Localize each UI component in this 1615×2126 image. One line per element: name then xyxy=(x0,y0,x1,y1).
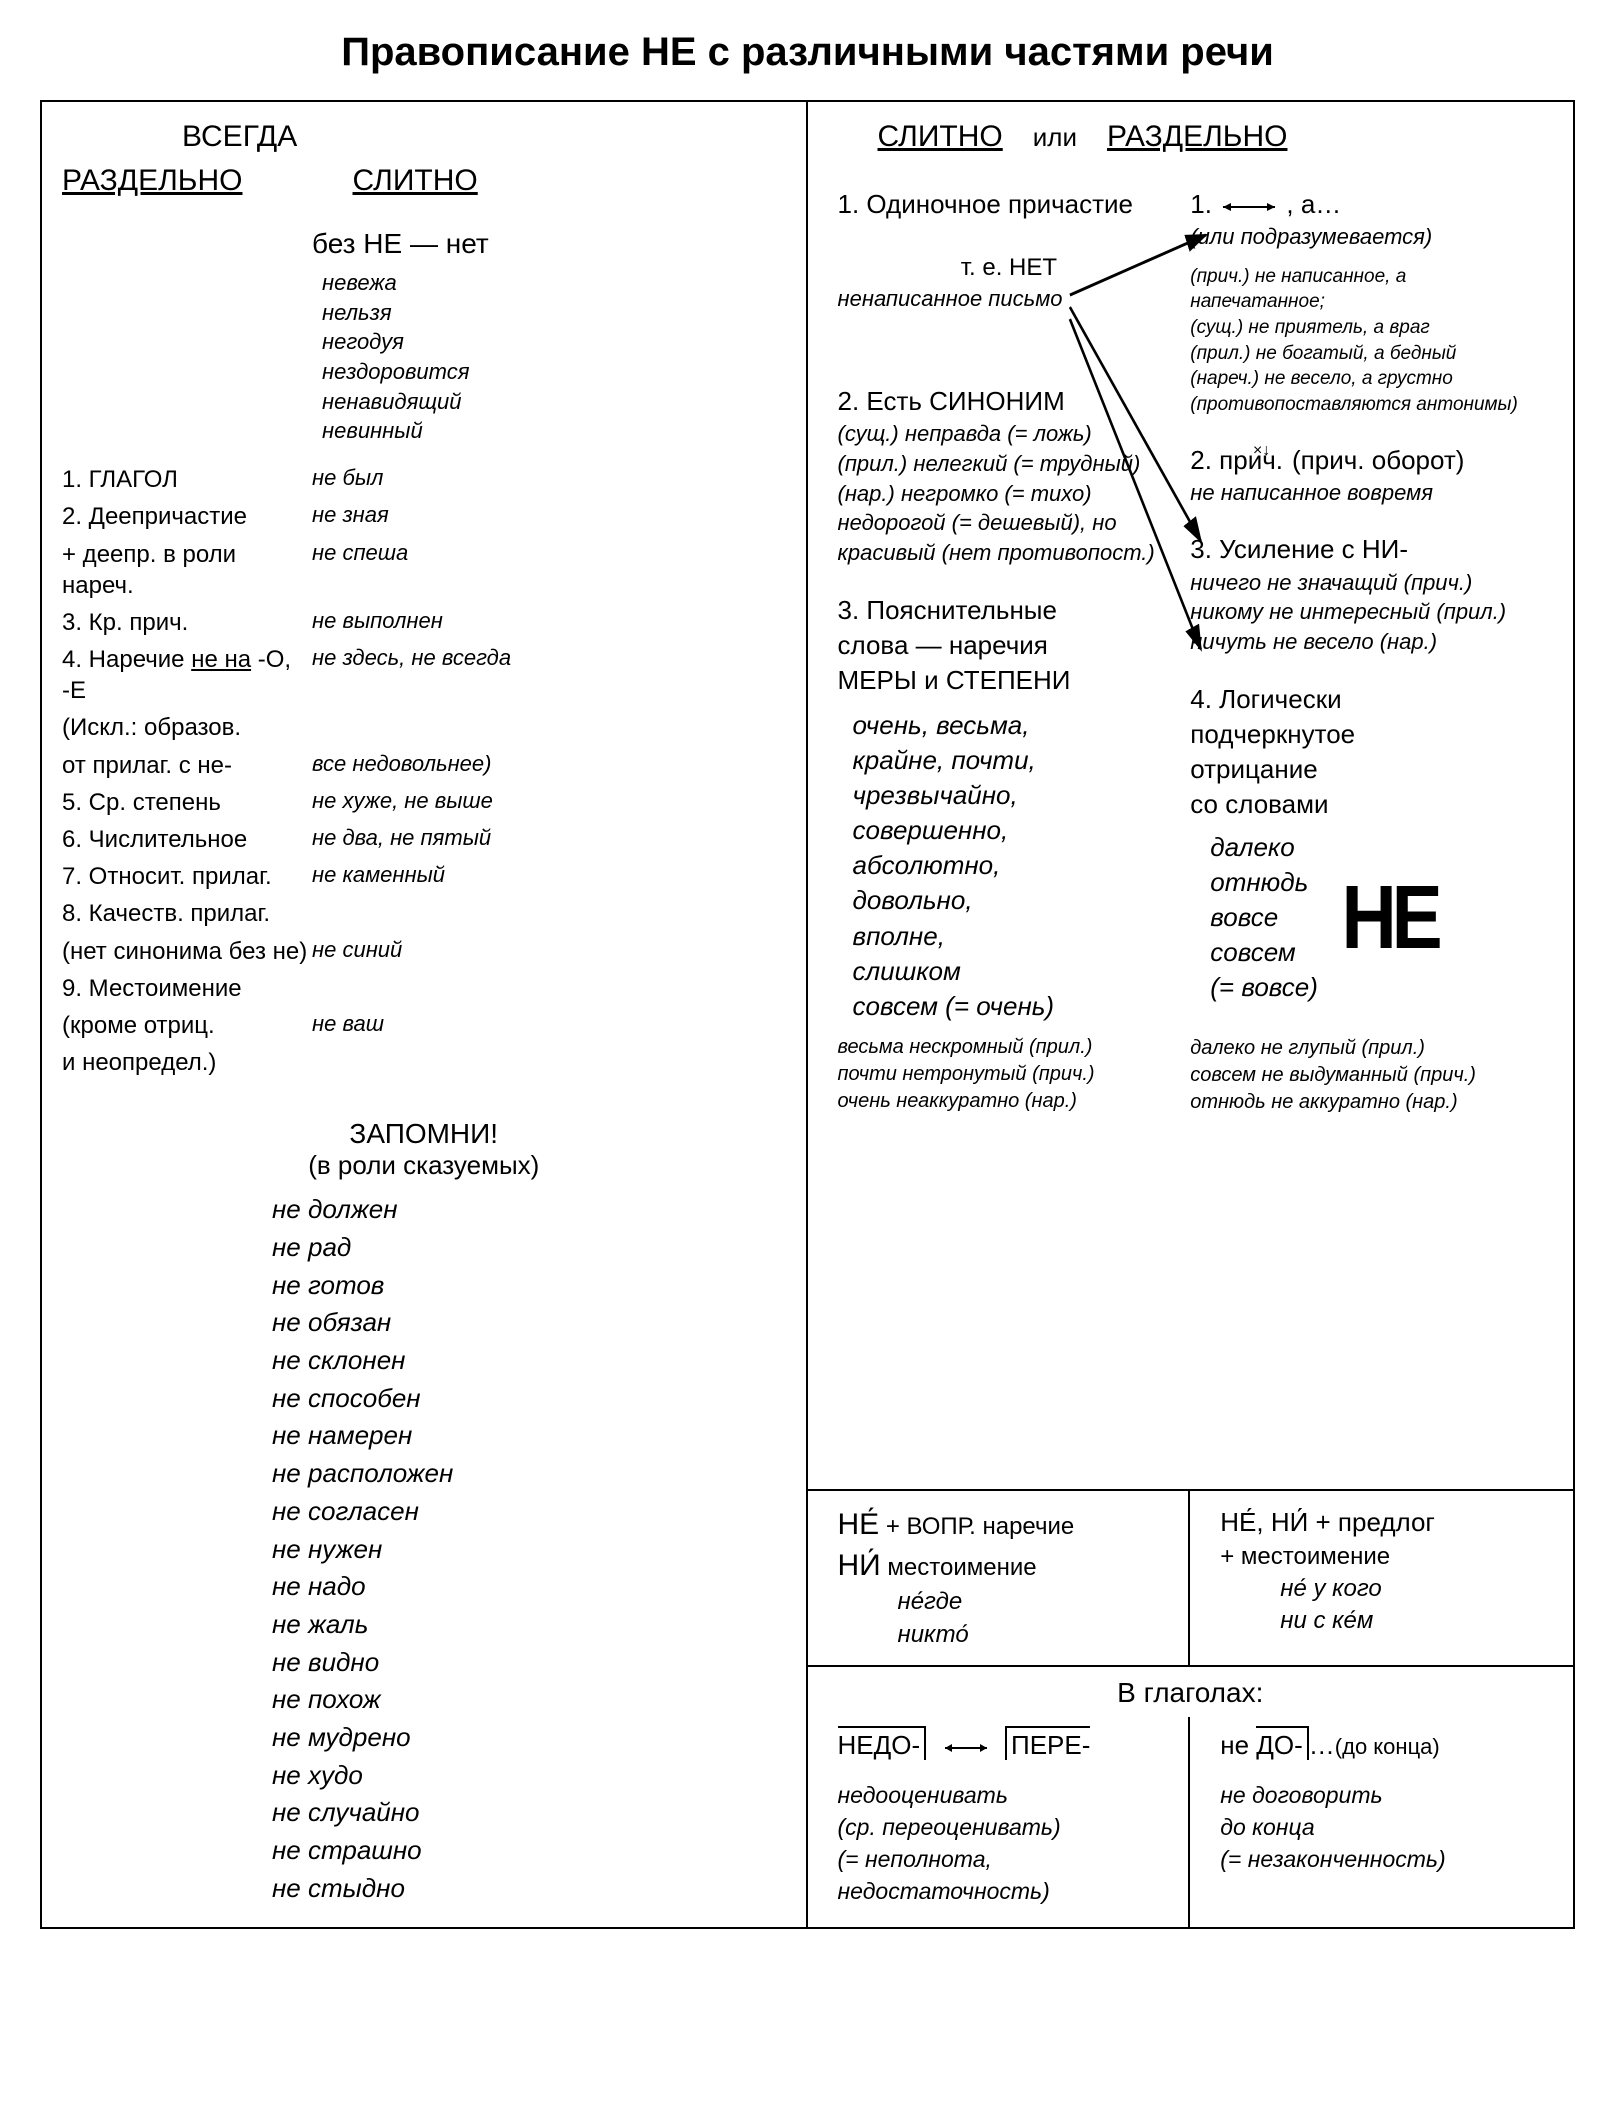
remember-list: не долженне радне готовне обязанне склон… xyxy=(272,1191,786,1907)
mid-left-line1: + ВОПР. наречие xyxy=(886,1513,1074,1540)
mid-box-left: НЕ́ + ВОПР. наречие НИ́ местоимение не́г… xyxy=(808,1491,1191,1665)
remember-title: ЗАПОМНИ! xyxy=(62,1118,786,1150)
right-col-together: 1. Одиночное причастие т. е. НЕТ ненапис… xyxy=(838,169,1191,1469)
verb-box-right: не ДО-…(до конца) не договоритьдо конца(… xyxy=(1190,1717,1573,1927)
mid-right-line2: + местоимение xyxy=(1220,1541,1553,1573)
rr-item2-ex: не написанное вовремя xyxy=(1190,478,1533,508)
rr-item1-head: 1. , а… xyxy=(1190,187,1533,222)
verbs-title: В глаголах: xyxy=(808,1667,1574,1717)
rr-item4-head: 4. Логически подчеркнутое отрицание со с… xyxy=(1190,682,1533,822)
verb-left-examples: недооценивать(ср. переоценивать)(= непол… xyxy=(838,1779,1169,1908)
right-top-grid: 1. Одиночное причастие т. е. НЕТ ненапис… xyxy=(808,169,1574,1489)
bez-ne-label: без НЕ — нет xyxy=(312,228,786,260)
always-label: ВСЕГДА xyxy=(182,120,786,154)
right-header-separate: РАЗДЕЛЬНО xyxy=(1107,120,1288,154)
mid-left-ne: НЕ́ xyxy=(838,1508,880,1541)
mid-left-line2: местоимение xyxy=(887,1554,1036,1581)
verb-right-examples: не договоритьдо конца(= незаконченность) xyxy=(1220,1779,1553,1876)
content-frame: ВСЕГДА РАЗДЕЛЬНО СЛИТНО без НЕ — нет нев… xyxy=(40,100,1575,1929)
verbs-section: В глаголах: НЕДО- ПЕРЕ- недооценивать(ср… xyxy=(808,1665,1574,1927)
or-label: или xyxy=(1033,122,1077,153)
r-item1-sub2: ненаписанное письмо xyxy=(838,284,1181,314)
rr-item4-ex: далеко не глупый (прил.)совсем не выдума… xyxy=(1190,1035,1533,1116)
r-item3-examples: весьма нескромный (прил.)почти нетронуты… xyxy=(838,1034,1181,1115)
right-panel: СЛИТНО или РАЗДЕЛЬНО 1. Одиночное причас… xyxy=(808,102,1574,1927)
r-item3-head: 3. Пояснительные слова — наречия МЕРЫ и … xyxy=(838,593,1181,698)
remember-subtitle: (в роли сказуемых) xyxy=(62,1150,786,1181)
rr-item4-words: далекоотнюдьвовсесовсем(= вовсе) xyxy=(1210,830,1318,1005)
rr-item2-head: 2. прич.×↓ (прич. оборот) xyxy=(1190,443,1533,478)
top-examples: невежанельзянегодуянездоровитсяненавидящ… xyxy=(322,268,786,446)
r-item3-words: очень, весьма, крайне, почти, чрезвычайн… xyxy=(853,708,1181,1024)
rr-item3-ex: ничего не значащий (прич.)никому не инте… xyxy=(1190,568,1533,657)
right-col-separate: 1. , а… (или подразумевается) (прич.) не… xyxy=(1190,169,1543,1469)
big-ne-icon: НЕ xyxy=(1341,882,1437,954)
mid-right-line1: НЕ́, НИ́ + предлог xyxy=(1220,1505,1553,1540)
right-header-together: СЛИТНО xyxy=(878,120,1003,154)
left-panel: ВСЕГДА РАЗДЕЛЬНО СЛИТНО без НЕ — нет нев… xyxy=(42,102,808,1927)
page-title: Правописание НЕ с различными частями реч… xyxy=(40,30,1575,75)
r-item2-lines: (сущ.) неправда (= ложь)(прил.) нелегкий… xyxy=(838,419,1181,567)
mid-left-ni: НИ́ xyxy=(838,1549,881,1582)
r-item1-sub1: т. е. НЕТ xyxy=(838,252,1181,284)
mid-left-examples: не́гденикто́ xyxy=(898,1586,1169,1651)
middle-boxes: НЕ́ + ВОПР. наречие НИ́ местоимение не́г… xyxy=(808,1489,1574,1665)
r-item1-head: 1. Одиночное причастие xyxy=(838,187,1181,222)
mid-box-right: НЕ́, НИ́ + предлог + местоимение не́ у к… xyxy=(1190,1491,1573,1665)
left-header-together: СЛИТНО xyxy=(353,164,478,198)
rr-item3-head: 3. Усиление с НИ- xyxy=(1190,532,1533,567)
verb-box-left: НЕДО- ПЕРЕ- недооценивать(ср. переоценив… xyxy=(808,1717,1191,1927)
mid-right-examples: не́ у когони с ке́м xyxy=(1280,1573,1553,1638)
rr-item1-sub: (или подразумевается) xyxy=(1190,222,1533,252)
left-header-separate: РАЗДЕЛЬНО xyxy=(62,164,243,198)
rr-item1-ex: (прич.) не написанное, а напечатанное;(с… xyxy=(1190,264,1533,418)
r-item2-head: 2. Есть СИНОНИМ xyxy=(838,384,1181,419)
rules-grid: 1. ГЛАГОЛне был2. Деепричастиене зная + … xyxy=(62,464,786,1078)
